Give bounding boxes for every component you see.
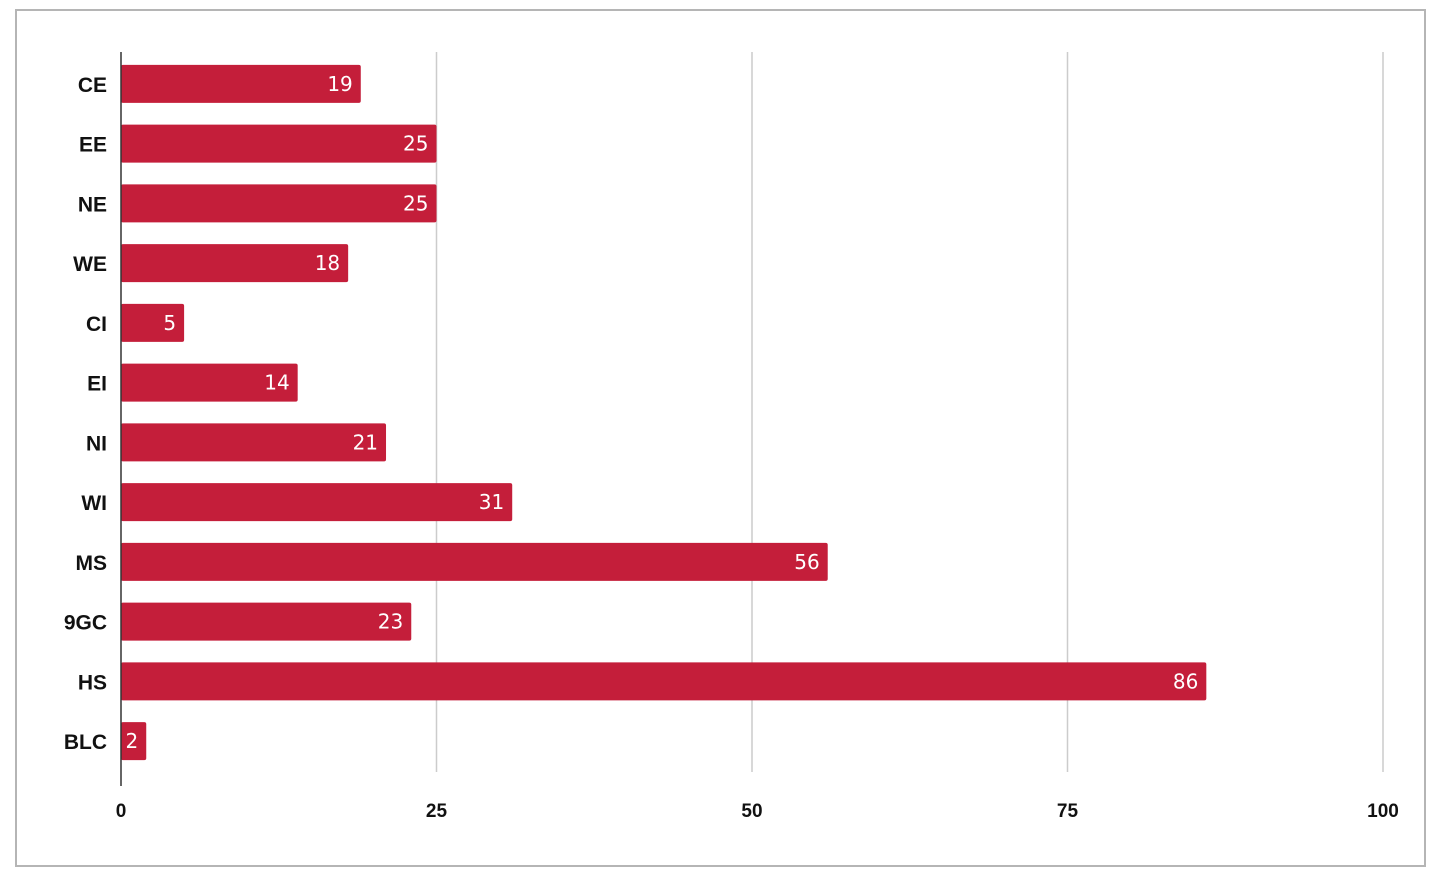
category-label: BLC [64, 731, 107, 754]
category-label: MS [76, 552, 108, 575]
bar-value-label: 21 [353, 430, 378, 454]
category-label: EI [87, 373, 107, 396]
bar [121, 244, 349, 283]
bar-value-label: 86 [1173, 669, 1198, 693]
x-tick-label: 75 [1057, 801, 1079, 822]
category-label: NI [86, 432, 107, 455]
x-tick-label: 0 [116, 801, 127, 822]
bar [121, 423, 387, 462]
bar-value-label: 5 [163, 311, 176, 335]
category-label: WI [81, 492, 107, 515]
x-tick-label: 50 [741, 801, 762, 822]
labels: 0 25 50 75 100 19 CE 25 EE 25 NE 18 WE 5 CI 14 EI 21 NI 31 W… [64, 72, 1399, 822]
bar [121, 363, 298, 402]
bar-value-label: 23 [378, 610, 403, 634]
category-label: NE [78, 193, 107, 216]
bar [121, 662, 1207, 701]
category-label: EE [79, 134, 107, 157]
bar [121, 483, 513, 522]
bar-value-label: 31 [479, 490, 504, 514]
bar-value-label: 25 [403, 132, 428, 156]
bar [121, 184, 437, 223]
x-tick-label: 100 [1367, 801, 1399, 822]
bar-value-label: 2 [126, 729, 139, 753]
bar-value-label: 25 [403, 191, 428, 215]
bar [121, 602, 412, 641]
category-label: CI [86, 313, 107, 336]
gridlines [435, 52, 1384, 772]
bar [121, 303, 185, 342]
category-label: 9GC [64, 612, 107, 635]
bar-value-label: 56 [794, 550, 819, 574]
category-label: WE [73, 253, 107, 276]
bar-value-label: 19 [327, 72, 352, 96]
bar [121, 542, 828, 581]
bar [121, 64, 361, 103]
category-label: CE [78, 74, 107, 97]
category-label: HS [78, 671, 107, 694]
x-tick-label: 25 [426, 801, 448, 822]
bars [121, 64, 1207, 761]
bar [121, 722, 147, 761]
bar-value-label: 14 [264, 371, 289, 395]
bar [121, 124, 437, 163]
bar-value-label: 18 [315, 251, 340, 275]
